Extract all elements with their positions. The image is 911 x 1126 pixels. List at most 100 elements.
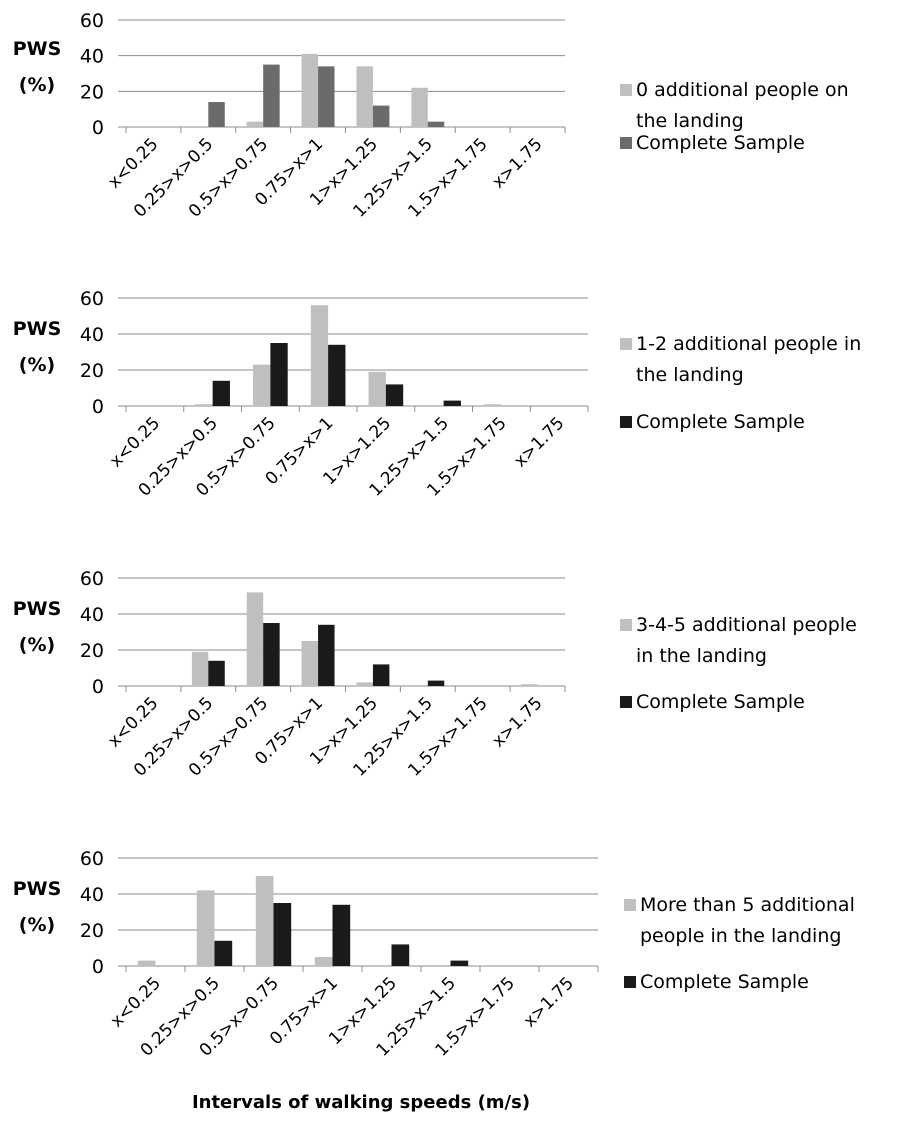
y-tick-label: 60	[80, 568, 104, 590]
bar	[427, 680, 445, 686]
legend-label: 3-4-5 additional people	[636, 614, 857, 636]
y-axis-label: (%)	[19, 634, 55, 656]
legend-swatch	[620, 619, 632, 631]
y-tick-label: 40	[80, 884, 104, 906]
bar	[195, 404, 213, 406]
bar	[372, 664, 390, 686]
bar	[318, 66, 335, 127]
chart-panel-2: 0204060PWS(%)x<0.250.25>x>0.50.5>x>0.750…	[13, 288, 862, 501]
bar	[263, 64, 280, 127]
legend-label: Complete Sample	[636, 132, 805, 154]
legend-item: More than 5 additional people in the land…	[624, 894, 855, 947]
y-tick-label: 20	[80, 640, 104, 662]
x-tick-label: x>1.75	[488, 693, 546, 751]
y-tick-label: 0	[92, 396, 104, 418]
bar	[328, 344, 346, 406]
legend-swatch	[620, 338, 632, 350]
y-axis-label: PWS	[13, 598, 62, 620]
legend-label: Complete Sample	[636, 411, 805, 433]
legend-label: the landing	[636, 110, 744, 132]
y-axis-label: (%)	[19, 914, 55, 936]
legend-label: the landing	[636, 364, 744, 386]
y-tick-label: 40	[80, 46, 104, 68]
legend-swatch	[620, 84, 632, 96]
y-tick-label: 60	[80, 848, 104, 870]
bar	[263, 623, 280, 686]
legend-label: people in the landing	[640, 925, 841, 947]
legend-swatch	[620, 416, 632, 428]
y-axis-label: (%)	[19, 354, 55, 376]
bar	[521, 684, 538, 686]
legend-item: 0 additional people on the landing	[620, 79, 849, 132]
bar	[255, 876, 274, 966]
y-axis-label: PWS	[13, 38, 62, 60]
bar	[212, 380, 230, 406]
bar	[196, 890, 215, 966]
bar	[301, 53, 319, 128]
bar	[137, 960, 156, 966]
bar	[318, 624, 335, 686]
bar	[356, 66, 373, 127]
chart-panel-1: 0204060PWS(%)x<0.250.25>x>0.50.5>x>0.750…	[13, 10, 849, 222]
bar	[246, 121, 264, 127]
bar	[427, 121, 445, 127]
bar	[270, 343, 288, 406]
bar	[368, 371, 386, 406]
legend-swatch	[624, 976, 636, 988]
chart-panels: 0204060PWS(%)x<0.250.25>x>0.50.5>x>0.750…	[13, 10, 862, 1061]
bar	[246, 592, 264, 686]
bar	[273, 903, 292, 966]
bar	[310, 305, 329, 406]
y-tick-label: 0	[92, 956, 104, 978]
bar	[314, 957, 333, 966]
legend-label: 0 additional people on	[636, 79, 849, 101]
legend-swatch	[624, 899, 636, 911]
y-tick-label: 20	[80, 81, 104, 103]
bar	[372, 105, 390, 127]
chart-panel-3: 0204060PWS(%)x<0.250.25>x>0.50.5>x>0.750…	[13, 568, 857, 781]
bar	[332, 904, 351, 966]
bar	[391, 944, 410, 966]
legend-label: 1-2 additional people in	[636, 333, 861, 355]
x-tick-label: x<0.25	[107, 973, 165, 1031]
y-tick-label: 40	[80, 604, 104, 626]
y-tick-label: 0	[92, 117, 104, 139]
legend-label: Complete Sample	[640, 971, 809, 993]
y-tick-label: 40	[80, 324, 104, 346]
bar	[253, 364, 271, 406]
x-tick-label: x<0.25	[106, 413, 164, 471]
legend-swatch	[620, 696, 632, 708]
legend-item: 3-4-5 additional people in the landing	[620, 614, 857, 667]
legend-label: Complete Sample	[636, 691, 805, 713]
y-tick-label: 0	[92, 676, 104, 698]
x-axis-label: Intervals of walking speeds (m/s)	[192, 1092, 530, 1113]
bar	[443, 400, 461, 406]
x-tick-label: x>1.75	[520, 973, 578, 1031]
y-tick-label: 20	[80, 360, 104, 382]
bar	[301, 641, 319, 686]
bar	[208, 660, 225, 686]
chart-panel-4: 0204060PWS(%)x<0.250.25>x>0.50.5>x>0.750…	[13, 848, 855, 1061]
legend-item: Complete Sample	[620, 691, 805, 713]
bar	[214, 940, 233, 966]
y-tick-label: 20	[80, 920, 104, 942]
bar	[484, 404, 502, 406]
y-tick-label: 60	[80, 10, 104, 32]
legend-label: in the landing	[636, 645, 767, 667]
bar	[191, 651, 209, 686]
legend-item: Complete Sample	[620, 132, 805, 154]
legend-item: Complete Sample	[624, 971, 809, 993]
y-axis-label: PWS	[13, 878, 62, 900]
bar	[208, 102, 225, 127]
bar	[411, 87, 428, 127]
x-tick-label: x>1.75	[510, 413, 568, 471]
y-tick-label: 60	[80, 288, 104, 310]
legend-swatch	[620, 137, 632, 149]
legend-item: Complete Sample	[620, 411, 805, 433]
bar	[385, 384, 404, 406]
bar	[356, 682, 373, 686]
y-axis-label: (%)	[19, 74, 55, 96]
bar	[450, 960, 469, 966]
y-axis-label: PWS	[13, 318, 62, 340]
